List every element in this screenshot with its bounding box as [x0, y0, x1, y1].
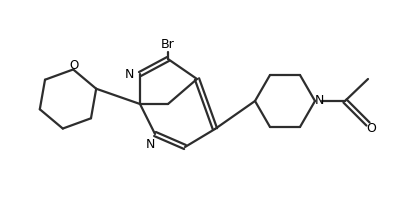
Text: O: O	[366, 123, 376, 136]
Text: N: N	[124, 67, 134, 81]
Text: Br: Br	[161, 38, 175, 52]
Text: O: O	[70, 59, 79, 72]
Text: N: N	[314, 95, 324, 107]
Text: N: N	[145, 139, 155, 151]
